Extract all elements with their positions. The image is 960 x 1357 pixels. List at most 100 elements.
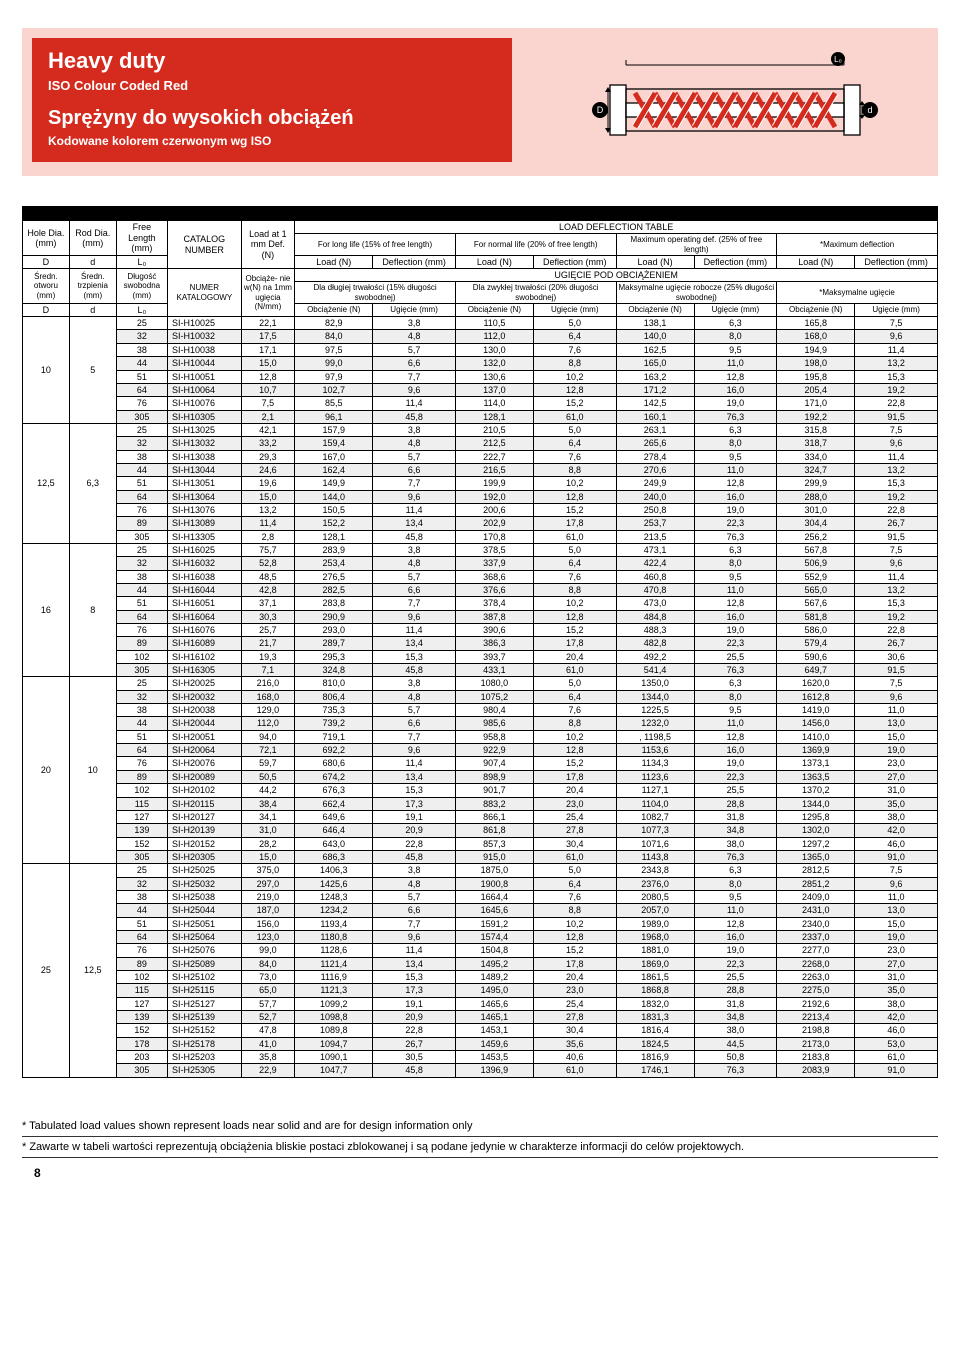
cell: 11,0: [694, 904, 777, 917]
cell: 7,5: [855, 543, 938, 556]
cell: 315,8: [777, 423, 855, 436]
cell: 198,0: [777, 357, 855, 370]
cell: 334,0: [777, 450, 855, 463]
hdr-defl2: Deflection (mm): [533, 255, 616, 268]
cell: 324,8: [295, 664, 373, 677]
cell: 1248,3: [295, 890, 373, 903]
cell: 22,3: [694, 957, 777, 970]
cell: 1128,6: [295, 944, 373, 957]
cell-D: 20: [23, 677, 70, 864]
cell: 94,0: [241, 730, 295, 743]
cell: 9,6: [373, 930, 456, 943]
table-row: 305SI-H133052,8128,145,8170,861,0213,576…: [23, 530, 938, 543]
cell: 6,6: [373, 584, 456, 597]
cell: 2263,0: [777, 970, 855, 983]
cell: 45,8: [373, 664, 456, 677]
cell: 216,0: [241, 677, 295, 690]
cell: 282,5: [295, 584, 373, 597]
table-row: 51SI-H1305119,6149,97,7199,910,2249,912,…: [23, 477, 938, 490]
page: Heavy duty ISO Colour Coded Red Sprężyny…: [0, 0, 960, 1190]
cell: 10,2: [533, 730, 616, 743]
cell-D: 12,5: [23, 423, 70, 543]
cell: 19,0: [694, 757, 777, 770]
cell: 5,7: [373, 450, 456, 463]
cell: 1121,3: [295, 984, 373, 997]
cell: 901,7: [455, 784, 533, 797]
cell: 150,5: [295, 503, 373, 516]
hdr-rod-en: Rod Dia. (mm): [69, 221, 116, 256]
cell: 1612,8: [777, 690, 855, 703]
cell: 376,6: [455, 584, 533, 597]
cell: 2812,5: [777, 864, 855, 877]
cell: 7,6: [533, 450, 616, 463]
table-row: 76SI-H2507699,01128,611,41504,815,21881,…: [23, 944, 938, 957]
cell: 390,6: [455, 624, 533, 637]
cell: 590,6: [777, 650, 855, 663]
cell: SI-H16051: [168, 597, 242, 610]
cell: SI-H13044: [168, 463, 242, 476]
title-pl: Sprężyny do wysokich obciążeń: [48, 107, 496, 130]
cell: 13,4: [373, 517, 456, 530]
cell: 89: [116, 517, 167, 530]
cell: 11,0: [694, 357, 777, 370]
cell: 30,6: [855, 650, 938, 663]
cell: 27,0: [855, 957, 938, 970]
cell: 11,4: [373, 397, 456, 410]
cell: 1077,3: [616, 824, 694, 837]
cell: 47,8: [241, 1024, 295, 1037]
subtitle-en: ISO Colour Coded Red: [48, 78, 496, 93]
table-row: 16825SI-H1602575,7283,93,8378,55,0473,16…: [23, 543, 938, 556]
cell: 165,0: [616, 357, 694, 370]
footnote-en: * Tabulated load values shown represent …: [22, 1116, 938, 1137]
cell: 76,3: [694, 850, 777, 863]
cell: 3,8: [373, 317, 456, 330]
cell: 861,8: [455, 824, 533, 837]
cell: 305: [116, 530, 167, 543]
cell: 30,5: [373, 1051, 456, 1064]
cell: 46,0: [855, 1024, 938, 1037]
cell: 15,2: [533, 397, 616, 410]
cell: 1099,2: [295, 997, 373, 1010]
cell: 20,4: [533, 970, 616, 983]
cell: 8,8: [533, 904, 616, 917]
cell: 7,6: [533, 890, 616, 903]
cell: SI-H25064: [168, 930, 242, 943]
table-row: 32SI-H25032297,01425,64,81900,86,42376,0…: [23, 877, 938, 890]
cell: 219,0: [241, 890, 295, 903]
cell: 17,1: [241, 343, 295, 356]
table-row: 203SI-H2520335,81090,130,51453,540,61816…: [23, 1051, 938, 1064]
cell: 2277,0: [777, 944, 855, 957]
cell: 42,1: [241, 423, 295, 436]
table-row: 10525SI-H1002522,182,93,8110,55,0138,16,…: [23, 317, 938, 330]
cell: 29,3: [241, 450, 295, 463]
cell: 22,9: [241, 1064, 295, 1077]
cell: 130,6: [455, 370, 533, 383]
cell: 907,4: [455, 757, 533, 770]
cell: 33,2: [241, 437, 295, 450]
table-row: 38SI-H25038219,01248,35,71664,47,62080,5…: [23, 890, 938, 903]
cell: 2080,5: [616, 890, 694, 903]
cell: 7,7: [373, 917, 456, 930]
cell: 15,3: [855, 597, 938, 610]
cell: 61,0: [533, 1064, 616, 1077]
cell: 13,4: [373, 637, 456, 650]
cell: 24,6: [241, 463, 295, 476]
cell: 9,6: [855, 690, 938, 703]
table-row: 89SI-H2008950,5674,213,4898,917,81123,62…: [23, 770, 938, 783]
cell: 97,9: [295, 370, 373, 383]
cell: 46,0: [855, 837, 938, 850]
cell: 1193,4: [295, 917, 373, 930]
cell: 19,6: [241, 477, 295, 490]
cell: 97,5: [295, 343, 373, 356]
black-bar: [22, 206, 938, 220]
cell: 1425,6: [295, 877, 373, 890]
cell: 171,2: [616, 383, 694, 396]
cell: 11,4: [855, 450, 938, 463]
cell: 6,3: [694, 677, 777, 690]
cell: 7,6: [533, 704, 616, 717]
cell: 194,9: [777, 343, 855, 356]
cell: 51: [116, 370, 167, 383]
cell: 240,0: [616, 490, 694, 503]
cell: SI-H13064: [168, 490, 242, 503]
label-d: d: [867, 105, 872, 115]
